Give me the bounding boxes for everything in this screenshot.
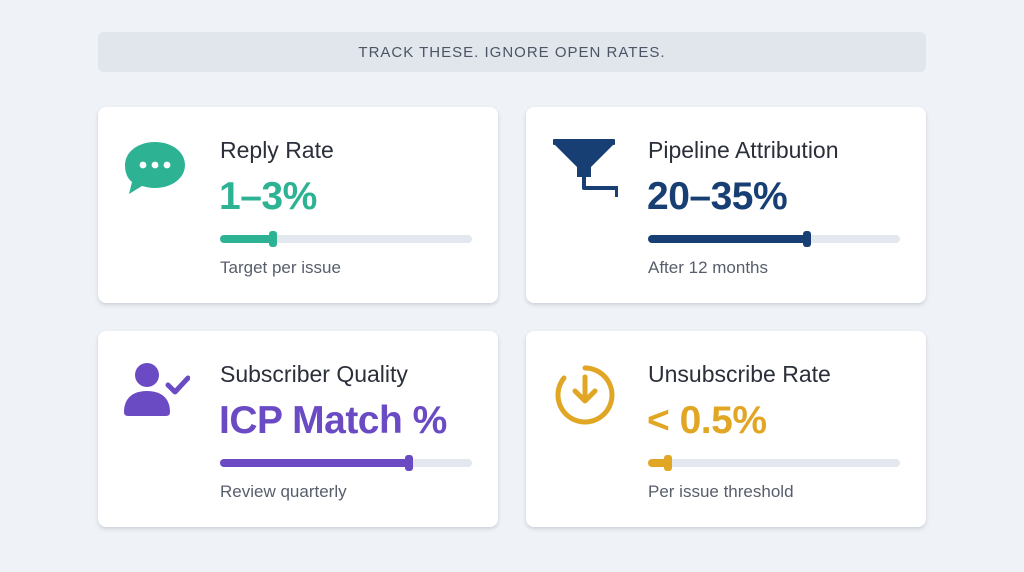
progress-fill [648,235,807,243]
funnel-icon [548,131,618,201]
metric-title: Unsubscribe Rate [648,361,831,387]
metric-title: Subscriber Quality [220,361,408,387]
progress-fill [220,459,409,467]
progress-track [648,231,900,247]
progress-marker [802,231,811,247]
progress-marker [405,455,413,471]
metric-caption: Target per issue [220,258,341,277]
download-circle-icon [548,355,618,425]
user-check-icon [120,355,190,425]
metric-caption: After 12 months [648,258,769,277]
progress-track [220,455,472,471]
metric-value: 20–35% [647,175,788,218]
progress-marker [664,455,673,471]
metric-value: < 0.5% [647,399,767,442]
metric-caption: Per issue threshold [648,482,794,501]
progress-fill [220,235,273,243]
metric-value: ICP Match % [219,399,447,442]
metric-caption: Review quarterly [220,482,347,501]
metric-title: Reply Rate [220,137,334,163]
metric-card-subscriber-quality: Subscriber Quality ICP Match % Review qu… [98,331,498,527]
metric-card-unsubscribe-rate: Unsubscribe Rate < 0.5% Per issue thresh… [526,331,926,527]
chat-bubble-icon [120,131,190,201]
banner-text: TRACK THESE. IGNORE OPEN RATES. [358,43,666,61]
metric-value: 1–3% [219,175,317,218]
metric-card-reply-rate: Reply Rate 1–3% Target per issue [98,107,498,303]
header-banner: TRACK THESE. IGNORE OPEN RATES. [98,32,926,72]
progress-track [220,231,472,247]
metric-card-pipeline-attribution: Pipeline Attribution 20–35% After 12 mon… [526,107,926,303]
progress-marker [268,231,277,247]
progress-fill [648,459,669,467]
progress-track [648,455,900,471]
metric-title: Pipeline Attribution [648,137,839,163]
